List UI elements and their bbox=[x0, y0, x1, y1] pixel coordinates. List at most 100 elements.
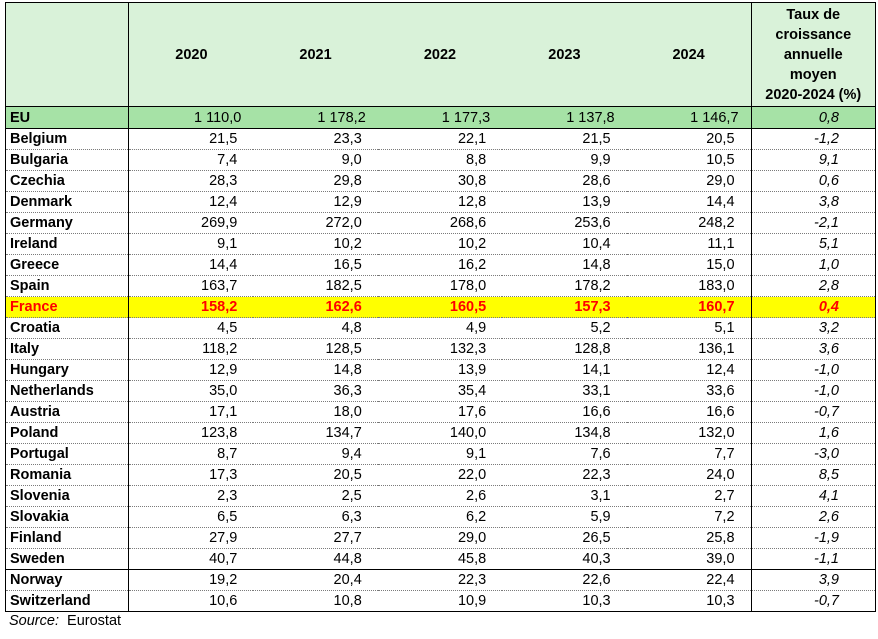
growth-rate-cell: -3,0 bbox=[750, 443, 877, 465]
value-cell: 10,4 bbox=[502, 233, 627, 255]
value-cell: 269,9 bbox=[128, 212, 254, 234]
table-row: Bulgaria 7,4 9,0 8,8 9,9 10,5 9,1 bbox=[4, 149, 877, 171]
growth-rate-cell: -1,0 bbox=[750, 380, 877, 402]
value-cell: 182,5 bbox=[253, 275, 378, 297]
value-cell: 14,8 bbox=[502, 254, 627, 276]
value-cell: 29,0 bbox=[377, 527, 503, 549]
value-cell: 5,2 bbox=[502, 317, 627, 339]
value-cell: 25,8 bbox=[626, 527, 752, 549]
country-name: Netherlands bbox=[4, 380, 130, 402]
value-cell: 140,0 bbox=[377, 422, 503, 444]
table-row: Slovenia 2,3 2,5 2,6 3,1 2,7 4,1 bbox=[4, 485, 877, 507]
value-cell: 19,2 bbox=[128, 569, 254, 591]
value-cell: 5,9 bbox=[502, 506, 627, 528]
table-row: Belgium 21,5 23,3 22,1 21,5 20,5 -1,2 bbox=[4, 128, 877, 150]
growth-rate-cell: 9,1 bbox=[750, 149, 877, 171]
value-cell: 10,2 bbox=[253, 233, 378, 255]
value-cell: 1 137,8 bbox=[502, 106, 627, 129]
source-note: Source: Eurostat bbox=[9, 613, 121, 629]
table-row: Finland 27,9 27,7 29,0 26,5 25,8 -1,9 bbox=[4, 527, 877, 549]
data-table: 2020 2021 2022 2023 2024 Taux de croissa… bbox=[4, 2, 877, 612]
value-cell: 20,4 bbox=[253, 569, 378, 591]
value-cell: 21,5 bbox=[502, 128, 627, 150]
value-cell: 136,1 bbox=[626, 338, 752, 360]
value-cell: 9,0 bbox=[253, 149, 378, 171]
value-cell: 183,0 bbox=[626, 275, 752, 297]
value-cell: 7,6 bbox=[502, 443, 627, 465]
country-name: Finland bbox=[4, 527, 130, 549]
corner-cell bbox=[4, 2, 130, 107]
country-name: Poland bbox=[4, 422, 130, 444]
value-cell: 27,7 bbox=[253, 527, 378, 549]
country-name: Austria bbox=[4, 401, 130, 423]
value-cell: 6,5 bbox=[128, 506, 254, 528]
table-row: Germany 269,9 272,0 268,6 253,6 248,2 -2,1 bbox=[4, 212, 877, 234]
country-name: Greece bbox=[4, 254, 130, 276]
value-cell: 18,0 bbox=[253, 401, 378, 423]
growth-rate-cell: 4,1 bbox=[750, 485, 877, 507]
growth-rate-cell: -1,2 bbox=[750, 128, 877, 150]
value-cell: 2,3 bbox=[128, 485, 254, 507]
growth-rate-cell: 5,1 bbox=[750, 233, 877, 255]
value-cell: 28,3 bbox=[128, 170, 254, 192]
table-row: Poland 123,8 134,7 140,0 134,8 132,0 1,6 bbox=[4, 422, 877, 444]
value-cell: 10,2 bbox=[377, 233, 503, 255]
year-header: 2020 bbox=[128, 2, 254, 107]
value-cell: 248,2 bbox=[626, 212, 752, 234]
table-row: Portugal 8,7 9,4 9,1 7,6 7,7 -3,0 bbox=[4, 443, 877, 465]
year-header: 2021 bbox=[253, 2, 378, 107]
value-cell: 9,4 bbox=[253, 443, 378, 465]
country-name: Sweden bbox=[4, 548, 130, 570]
table-row: Italy 118,2 128,5 132,3 128,8 136,1 3,6 bbox=[4, 338, 877, 360]
value-cell: 24,0 bbox=[626, 464, 752, 486]
table-row: Norway 19,2 20,4 22,3 22,6 22,4 3,9 bbox=[4, 569, 877, 591]
table-row: Slovakia 6,5 6,3 6,2 5,9 7,2 2,6 bbox=[4, 506, 877, 528]
value-cell: 12,4 bbox=[128, 191, 254, 213]
value-cell: 6,3 bbox=[253, 506, 378, 528]
value-cell: 44,8 bbox=[253, 548, 378, 570]
value-cell: 16,2 bbox=[377, 254, 503, 276]
table-row: Sweden 40,7 44,8 45,8 40,3 39,0 -1,1 bbox=[4, 548, 877, 570]
value-cell: 7,2 bbox=[626, 506, 752, 528]
value-cell: 158,2 bbox=[128, 296, 254, 318]
table-row: Hungary 12,9 14,8 13,9 14,1 12,4 -1,0 bbox=[4, 359, 877, 381]
value-cell: 162,6 bbox=[253, 296, 378, 318]
value-cell: 33,6 bbox=[626, 380, 752, 402]
table-row: Czechia 28,3 29,8 30,8 28,6 29,0 0,6 bbox=[4, 170, 877, 192]
value-cell: 10,9 bbox=[377, 590, 503, 612]
country-name: Slovenia bbox=[4, 485, 130, 507]
value-cell: 12,4 bbox=[626, 359, 752, 381]
value-cell: 17,1 bbox=[128, 401, 254, 423]
value-cell: 2,6 bbox=[377, 485, 503, 507]
country-name: Norway bbox=[4, 569, 130, 591]
value-cell: 7,4 bbox=[128, 149, 254, 171]
value-cell: 23,3 bbox=[253, 128, 378, 150]
value-cell: 10,3 bbox=[626, 590, 752, 612]
value-cell: 10,3 bbox=[502, 590, 627, 612]
value-cell: 39,0 bbox=[626, 548, 752, 570]
value-cell: 16,6 bbox=[502, 401, 627, 423]
value-cell: 11,1 bbox=[626, 233, 752, 255]
country-name: Hungary bbox=[4, 359, 130, 381]
growth-rate-cell: -1,9 bbox=[750, 527, 877, 549]
value-cell: 1 110,0 bbox=[128, 106, 254, 129]
value-cell: 22,4 bbox=[626, 569, 752, 591]
value-cell: 20,5 bbox=[626, 128, 752, 150]
value-cell: 27,9 bbox=[128, 527, 254, 549]
growth-rate-cell: 2,6 bbox=[750, 506, 877, 528]
growth-rate-cell: 1,0 bbox=[750, 254, 877, 276]
value-cell: 17,6 bbox=[377, 401, 503, 423]
value-cell: 272,0 bbox=[253, 212, 378, 234]
value-cell: 16,6 bbox=[626, 401, 752, 423]
growth-rate-cell: -2,1 bbox=[750, 212, 877, 234]
growth-rate-cell: 3,9 bbox=[750, 569, 877, 591]
value-cell: 9,1 bbox=[128, 233, 254, 255]
value-cell: 157,3 bbox=[502, 296, 627, 318]
source-label: Source: bbox=[9, 613, 59, 629]
value-cell: 29,8 bbox=[253, 170, 378, 192]
table-row: Denmark 12,4 12,9 12,8 13,9 14,4 3,8 bbox=[4, 191, 877, 213]
value-cell: 26,5 bbox=[502, 527, 627, 549]
value-cell: 1 177,3 bbox=[377, 106, 503, 129]
value-cell: 33,1 bbox=[502, 380, 627, 402]
source-text: Eurostat bbox=[67, 613, 122, 629]
